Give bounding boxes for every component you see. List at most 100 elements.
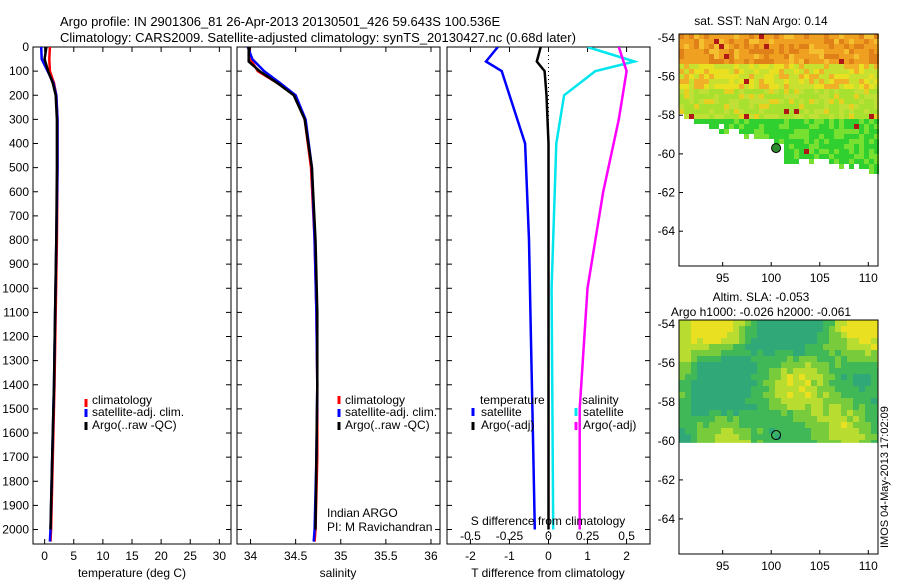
sst-cell <box>804 34 809 39</box>
sla-cell <box>691 398 697 404</box>
sst-cell <box>789 74 794 79</box>
sla-cell <box>697 398 703 404</box>
sla-cell <box>811 344 817 350</box>
sla-cell <box>847 386 853 392</box>
sst-cell <box>749 94 754 99</box>
salinity-series-argo-raw-qc- <box>247 47 319 530</box>
sla-cell <box>793 332 799 338</box>
sst-cell <box>769 54 774 59</box>
sst-cell <box>729 69 734 74</box>
sla-cell <box>697 380 703 386</box>
sst-cell <box>799 154 804 159</box>
sst-cell <box>844 64 849 69</box>
sla-cell <box>817 356 823 362</box>
sla-cell <box>841 392 847 398</box>
sla-cell <box>787 380 793 386</box>
map-y-tick-label: -62 <box>658 473 676 487</box>
sla-cell <box>703 362 709 368</box>
sst-cell <box>764 49 769 54</box>
sla-cell <box>697 362 703 368</box>
sla-cell <box>787 440 793 443</box>
sla-cell <box>769 416 775 422</box>
sst-cell <box>689 109 694 114</box>
sst-cell <box>819 79 824 84</box>
sst-cell <box>714 104 719 109</box>
sst-cell <box>709 109 714 114</box>
sst-cell <box>754 99 759 104</box>
sst-cell <box>804 154 809 159</box>
sst-cell <box>679 74 684 79</box>
sst-cell <box>859 94 864 99</box>
sla-cell <box>871 422 877 428</box>
sst-cell <box>824 109 829 114</box>
sst-cell <box>859 64 864 69</box>
sst-cell <box>759 94 764 99</box>
sla-cell <box>859 386 865 392</box>
sst-cell <box>809 139 814 144</box>
sst-cell <box>694 114 699 119</box>
sla-cell <box>709 422 715 428</box>
sst-cell <box>854 89 859 94</box>
sst-cell <box>714 99 719 104</box>
sst-cell <box>714 34 719 39</box>
sst-cell <box>824 89 829 94</box>
sst-cell <box>804 114 809 119</box>
sst-cell <box>809 149 814 154</box>
sst-cell <box>869 159 874 164</box>
sst-cell <box>694 94 699 99</box>
sla-cell <box>739 344 745 350</box>
sla-cell <box>799 392 805 398</box>
sst-cell <box>834 134 839 139</box>
sst-cell <box>804 104 809 109</box>
sla-cell <box>757 422 763 428</box>
sla-cell <box>775 374 781 380</box>
sst-cell <box>849 39 854 44</box>
sla-cell <box>829 332 835 338</box>
sla-cell <box>817 344 823 350</box>
map-y-tick-label: -54 <box>658 31 676 45</box>
sst-cell <box>709 99 714 104</box>
sla-cell <box>691 386 697 392</box>
map-y-tick-label: -60 <box>658 147 676 161</box>
sla-cell <box>733 386 739 392</box>
y-tick-label: 700 <box>9 209 29 223</box>
sla-cell <box>739 332 745 338</box>
sst-cell <box>874 54 879 59</box>
sla-cell <box>709 332 715 338</box>
sst-cell <box>774 34 779 39</box>
sla-cell <box>829 410 835 416</box>
sla-cell <box>727 410 733 416</box>
sla-cell <box>805 332 811 338</box>
sla-cell <box>709 374 715 380</box>
sst-cell <box>804 129 809 134</box>
sst-cell <box>859 144 864 149</box>
sla-cell <box>769 326 775 332</box>
profile-lines <box>39 47 640 544</box>
sst-cell <box>809 119 814 124</box>
sla-cell <box>697 386 703 392</box>
sst-cell <box>729 84 734 89</box>
sst-cell <box>739 49 744 54</box>
x-tick-label: -1 <box>504 549 515 563</box>
sst-cell <box>874 99 879 104</box>
sst-cell <box>729 109 734 114</box>
sst-cell <box>809 44 814 49</box>
sst-cell <box>784 104 789 109</box>
sla-cell <box>739 374 745 380</box>
sla-cell <box>739 368 745 374</box>
sla-cell <box>859 326 865 332</box>
sst-cell <box>804 59 809 64</box>
sst-cell <box>814 49 819 54</box>
sla-cell <box>787 332 793 338</box>
sla-cell <box>739 362 745 368</box>
sla-cell <box>799 440 805 443</box>
sst-cell <box>754 94 759 99</box>
sla-cell <box>721 410 727 416</box>
sst-cell <box>719 129 724 134</box>
sst-cell <box>699 39 704 44</box>
sla-cell <box>727 434 733 440</box>
sla-cell <box>853 416 859 422</box>
sst-cell <box>874 154 879 159</box>
sst-cell <box>834 84 839 89</box>
